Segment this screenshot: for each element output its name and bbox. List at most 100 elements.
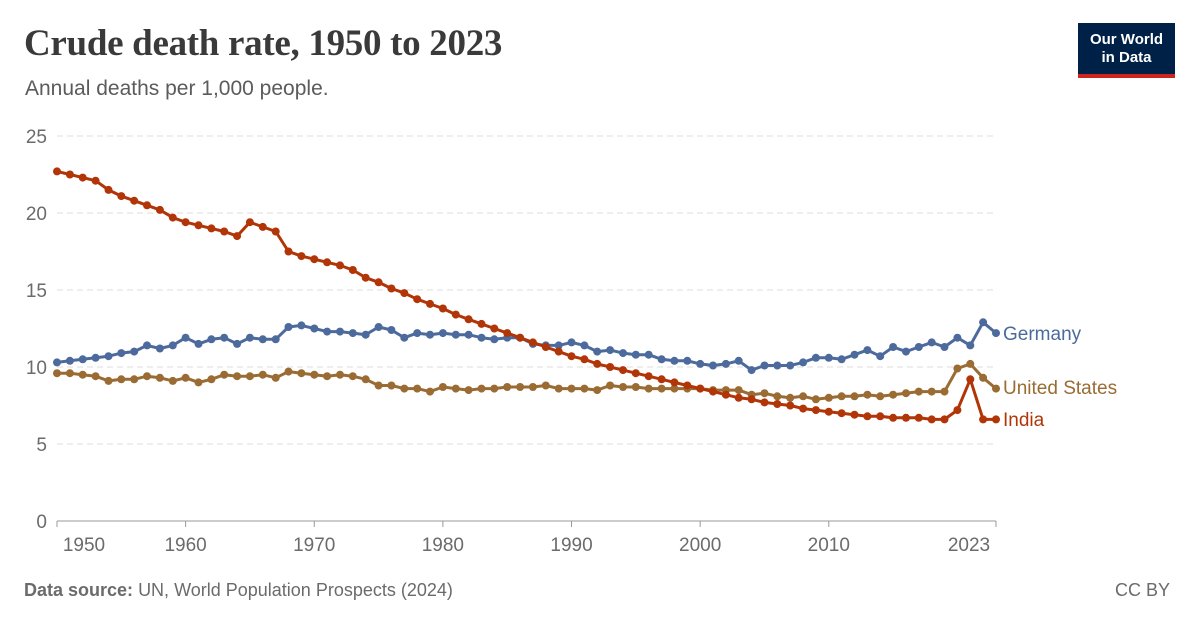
data-point-india [734, 393, 743, 402]
data-point-united-states [850, 392, 859, 401]
data-point-india [760, 398, 769, 407]
data-point-india [464, 315, 473, 324]
data-point-united-states [233, 372, 242, 381]
data-point-united-states [644, 384, 653, 393]
series-labels: United States Germany India [1003, 324, 1117, 431]
chart-title: Crude death rate, 1950 to 2023 [24, 23, 503, 64]
data-point-united-states [837, 392, 846, 401]
data-point-germany [130, 347, 139, 356]
data-point-india [91, 176, 100, 185]
data-point-germany [606, 346, 615, 355]
data-point-india [438, 304, 447, 313]
data-point-germany [927, 338, 936, 347]
x-tick-label: 1960 [164, 535, 206, 556]
data-point-india [876, 412, 885, 421]
data-point-germany [837, 355, 846, 364]
data-point-india [541, 343, 550, 351]
data-point-united-states [387, 381, 396, 390]
data-point-united-states [194, 378, 203, 387]
license-link[interactable]: CC BY [1114, 580, 1170, 600]
data-point-united-states [451, 384, 460, 393]
data-point-united-states [554, 384, 563, 393]
data-point-germany [670, 356, 679, 365]
data-point-united-states [426, 387, 434, 396]
data-point-united-states [258, 370, 267, 379]
data-point-united-states [361, 375, 370, 384]
data-point-united-states [91, 372, 100, 381]
data-point-united-states [490, 384, 499, 393]
data-point-germany [889, 343, 898, 351]
data-point-germany [902, 347, 910, 356]
x-tick-label: 1980 [422, 535, 464, 556]
logo-line-1: Our World [1089, 31, 1164, 48]
data-point-germany [464, 330, 473, 339]
data-point-india [940, 415, 949, 424]
data-point-united-states [631, 383, 640, 391]
data-point-germany [863, 346, 872, 355]
data-point-india [387, 284, 396, 293]
data-point-united-states [245, 372, 254, 381]
data-point-india [220, 227, 229, 236]
data-point-united-states [773, 392, 782, 401]
data-point-india [979, 415, 988, 424]
data-point-india [721, 390, 730, 399]
data-point-united-states [220, 370, 229, 379]
data-point-india [516, 333, 525, 342]
series-lines [53, 167, 1000, 424]
data-point-india [747, 395, 756, 404]
data-point-germany [374, 323, 383, 331]
data-point-india [168, 213, 177, 222]
data-point-india [233, 232, 242, 241]
data-point-germany [155, 344, 164, 353]
data-point-united-states [65, 369, 74, 378]
data-point-india [336, 261, 344, 270]
data-point-germany [348, 329, 357, 338]
data-point-india [927, 415, 936, 424]
data-point-germany [413, 329, 422, 338]
data-point-united-states [503, 383, 512, 391]
data-point-germany [953, 333, 962, 342]
data-point-germany [490, 335, 499, 344]
data-point-india [902, 413, 910, 422]
data-point-germany [824, 353, 833, 362]
data-point-united-states [863, 390, 872, 399]
x-tick-label: 1950 [63, 535, 105, 556]
data-point-india [837, 409, 846, 418]
data-point-germany [966, 341, 975, 350]
data-point-india [606, 363, 615, 371]
data-point-india [413, 295, 422, 304]
data-point-united-states [593, 386, 602, 395]
data-point-germany [438, 329, 447, 338]
data-point-united-states [181, 373, 190, 382]
data-point-united-states [104, 376, 113, 385]
data-point-india [284, 247, 293, 256]
data-point-germany [426, 330, 434, 339]
data-point-india [554, 347, 563, 356]
data-point-germany [181, 333, 190, 342]
data-point-india [53, 167, 61, 176]
data-point-united-states [400, 384, 409, 393]
data-point-united-states [117, 375, 126, 384]
x-tick-label: 2000 [679, 535, 721, 556]
data-point-united-states [670, 384, 679, 393]
data-point-india [451, 310, 460, 319]
data-point-united-states [477, 384, 486, 393]
data-point-united-states [734, 386, 743, 395]
data-point-united-states [143, 372, 151, 381]
y-tick-label: 0 [36, 512, 47, 533]
data-point-india [580, 355, 589, 364]
data-point-india [207, 224, 216, 233]
data-point-united-states [657, 384, 666, 393]
data-point-united-states [78, 370, 87, 379]
owid-logo[interactable]: Our World in Data [1078, 23, 1175, 78]
data-point-united-states [413, 384, 422, 393]
data-point-india [799, 404, 808, 413]
data-point-india [400, 289, 409, 298]
data-point-germany [117, 349, 126, 358]
data-point-india [374, 278, 383, 287]
data-point-united-states [966, 359, 975, 368]
data-point-germany [721, 359, 730, 368]
data-point-germany [336, 327, 344, 336]
data-point-united-states [914, 387, 923, 396]
data-point-united-states [336, 370, 344, 379]
